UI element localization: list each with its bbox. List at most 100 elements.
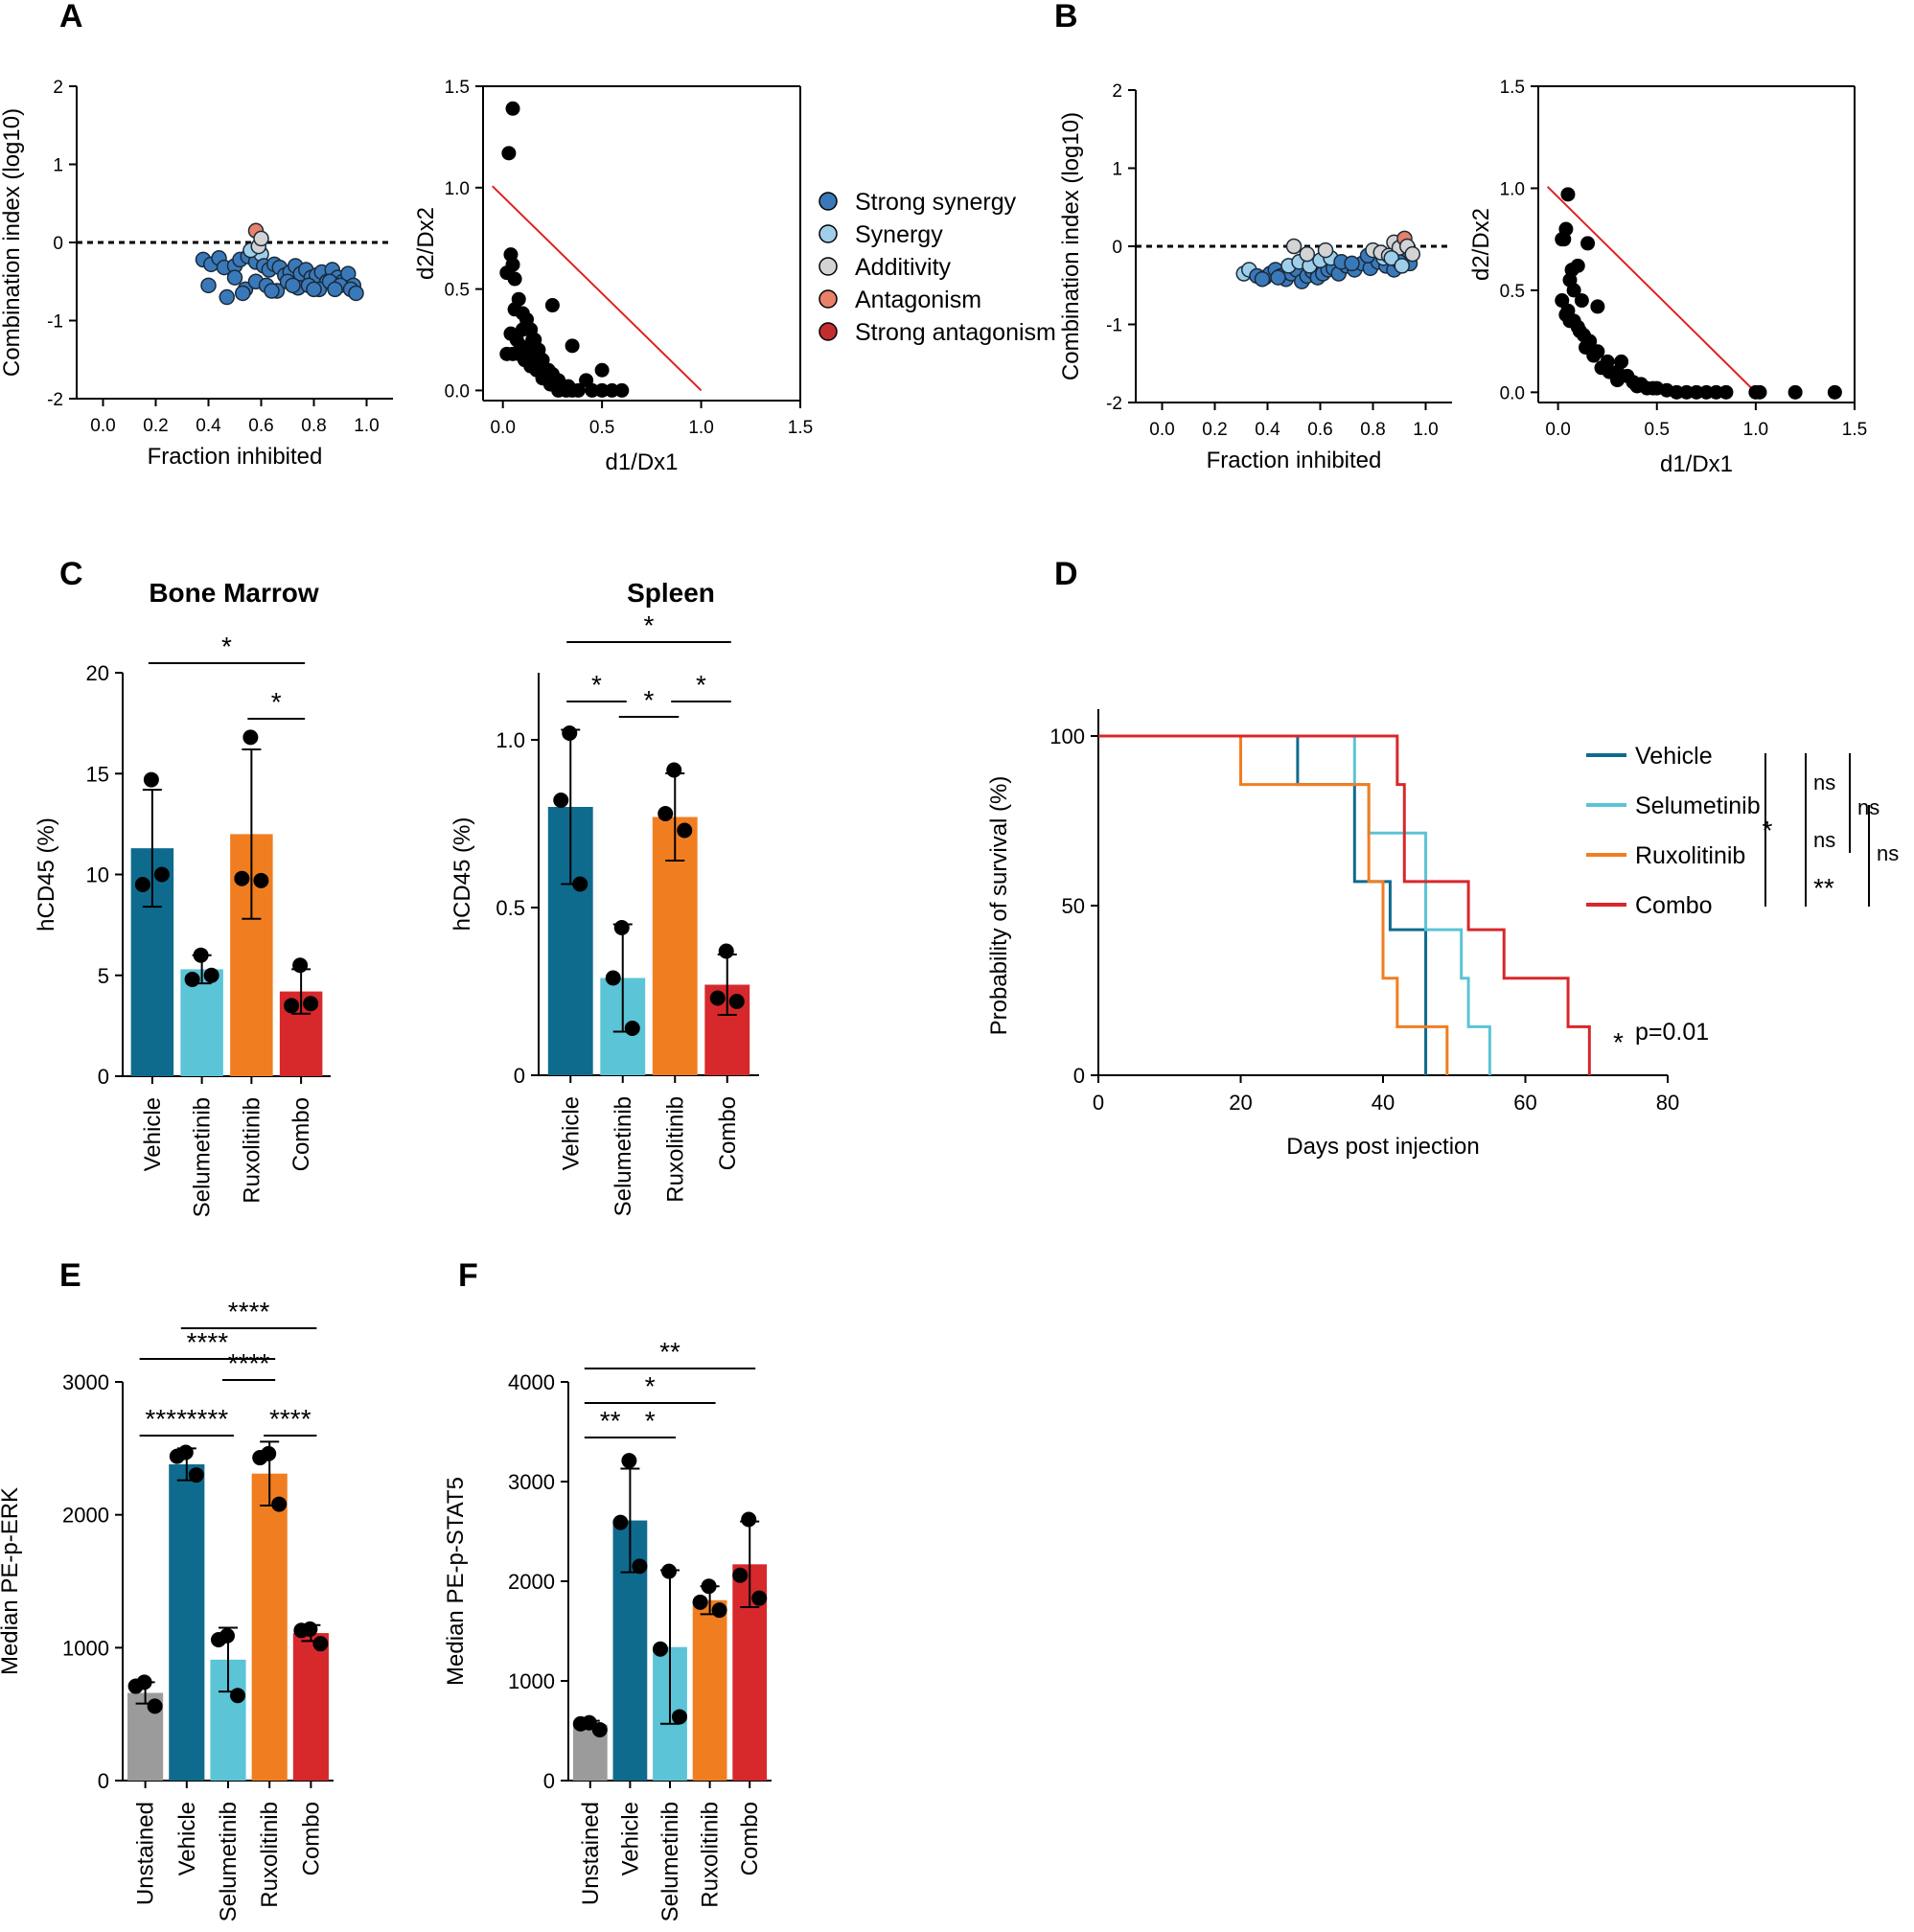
km-footnote-star: * — [1613, 1027, 1624, 1057]
x-tick-label: 0.0 — [1545, 420, 1570, 440]
x-tick-label: 0 — [1093, 1091, 1104, 1115]
x-tick-label: 60 — [1513, 1091, 1536, 1115]
x-tick-label-combo: Combo — [298, 1802, 324, 1875]
y-tick-label: -1 — [47, 312, 63, 333]
ci-B-axes: 2 1 0 -1 -2 0.0 0.2 0.4 0.6 0.8 1.0 Fraction inhibi… — [1058, 81, 1452, 473]
survival-curve-combo — [1098, 734, 1591, 1075]
panel-label-f: F — [458, 1257, 478, 1294]
bar-ruxolitinib — [251, 1473, 288, 1781]
data-point — [253, 872, 269, 888]
data-point — [624, 1021, 640, 1036]
x-tick-label-selumetinib: Selumetinib — [611, 1096, 636, 1216]
x-tick-label-ruxolitinib: Ruxolitinib — [698, 1802, 724, 1908]
x-tick-label: 20 — [1229, 1091, 1252, 1115]
data-point — [604, 382, 619, 398]
isobologram-A-axes: 1.5 1.0 0.5 0.0 0.0 0.5 1.0 1.5 d1/Dx1 d2/Dx2 — [413, 78, 813, 475]
x-tick-label-ruxolitinib: Ruxolitinib — [239, 1097, 265, 1204]
x-tick-label: 0.8 — [1360, 420, 1385, 440]
y-tick-label: 0 — [543, 1769, 555, 1793]
data-point — [1718, 384, 1734, 400]
data-point — [348, 285, 364, 302]
x-tick-label: 0.2 — [143, 416, 168, 436]
data-point — [1344, 255, 1360, 272]
x-tick-label: 1.0 — [354, 416, 379, 436]
y-axis-label: Median PE-p-ERK — [0, 1487, 23, 1675]
legend-label-combo: Combo — [1635, 892, 1713, 919]
data-point — [751, 1590, 768, 1606]
y-tick-label: 0.5 — [496, 896, 525, 920]
data-point — [1574, 293, 1589, 309]
data-point — [1633, 377, 1649, 392]
data-point — [1404, 245, 1420, 263]
data-point — [1317, 242, 1334, 259]
data-point — [1566, 283, 1581, 298]
x-tick-label: 80 — [1656, 1091, 1679, 1115]
data-point — [614, 382, 630, 398]
x-tick-label: 0.5 — [1645, 420, 1670, 440]
isobologram-B-axes: 1.5 1.0 0.5 0.0 0.0 0.5 1.0 1.5 d1/Dx1 d2/Dx2 — [1468, 78, 1867, 477]
data-point — [677, 822, 693, 839]
x-axis-label: Days post injection — [1286, 1134, 1479, 1160]
x-tick-label-vehicle: Vehicle — [617, 1802, 643, 1875]
x-tick-label: 1.5 — [1842, 420, 1867, 440]
significance-label: * — [696, 670, 706, 700]
data-point — [1572, 323, 1587, 338]
x-tick-label: 1.0 — [1413, 420, 1438, 440]
bar-median-pe-p-erk-axes: 0 1000 2000 3000 Unstained Vehicle Selumetinib… — [0, 1297, 334, 1921]
data-point — [271, 1496, 288, 1512]
data-point — [292, 957, 309, 974]
data-point — [701, 1578, 717, 1595]
y-tick-label: 1.0 — [1500, 179, 1525, 199]
data-point — [661, 1563, 677, 1579]
significance-label: * — [644, 610, 655, 640]
bar-spleen-axes: 0 0.5 1.0 Vehicle Selumetinib Ruxolitinib Comb… — [450, 610, 759, 1216]
significance-label: ** — [600, 1406, 621, 1436]
additivity-line — [491, 185, 703, 392]
data-point — [692, 1594, 708, 1610]
y-tick-label: 1 — [1112, 160, 1122, 180]
significance-label: **** — [228, 1297, 270, 1326]
data-point — [143, 771, 159, 788]
data-point — [1560, 187, 1576, 202]
data-point — [200, 277, 217, 294]
data-point — [1383, 249, 1399, 266]
x-tick-label: 0.2 — [1202, 420, 1227, 440]
data-point — [594, 382, 610, 398]
stat-label: ns — [1813, 828, 1835, 852]
data-point — [1689, 384, 1704, 400]
bar-vehicle — [169, 1463, 205, 1781]
data-point — [525, 333, 541, 348]
significance-label: * — [591, 670, 602, 700]
data-point — [1254, 270, 1271, 288]
y-tick-label: 0.0 — [1500, 383, 1525, 403]
data-point — [741, 1511, 757, 1528]
legend-swatch-strong-antagonism — [819, 322, 838, 341]
y-tick-label: 2 — [53, 78, 63, 98]
y-tick-label: 0 — [53, 234, 63, 254]
data-point — [1669, 384, 1684, 400]
data-point — [653, 1641, 668, 1657]
y-axis-label: Combination index (log10) — [0, 108, 25, 377]
significance-label: **** — [187, 1404, 229, 1434]
stat-label: ns — [1877, 841, 1899, 865]
data-point — [1610, 373, 1625, 388]
y-tick-label: 3000 — [508, 1470, 555, 1494]
data-point — [211, 1632, 226, 1648]
x-axis-label: Fraction inhibited — [1207, 448, 1382, 473]
y-tick-label: 2000 — [508, 1570, 555, 1594]
y-tick-label: 0.0 — [445, 381, 470, 402]
y-axis-label: Median PE-p-STAT5 — [443, 1477, 469, 1686]
x-tick-label: 0.8 — [301, 416, 326, 436]
significance-label: **** — [187, 1327, 229, 1357]
y-tick-label: 1.0 — [445, 179, 470, 199]
data-point — [672, 1709, 687, 1725]
x-tick-label: 0.4 — [1255, 420, 1280, 440]
data-point — [188, 1467, 204, 1484]
y-tick-label: 1 — [53, 156, 63, 176]
panel-label-a: A — [59, 0, 83, 34]
title-spleen: Spleen — [627, 578, 715, 608]
data-point — [312, 1636, 329, 1652]
x-tick-label-selumetinib: Selumetinib — [657, 1802, 683, 1921]
data-point — [230, 1688, 245, 1704]
x-tick-label: 1.5 — [788, 418, 813, 438]
